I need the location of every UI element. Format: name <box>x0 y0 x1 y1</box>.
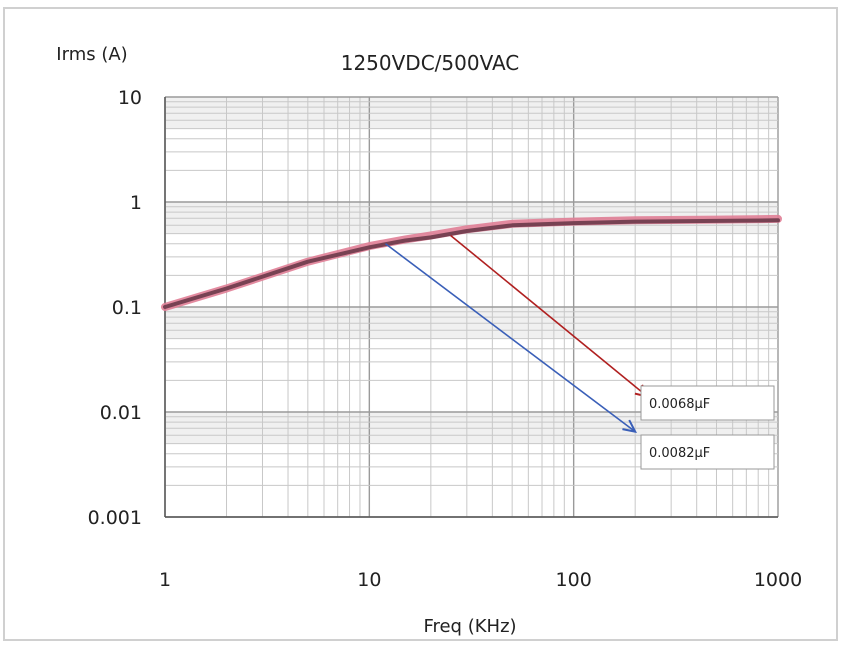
y-tick-label: 1 <box>130 192 142 214</box>
annotation-label: 0.0068μF <box>649 397 710 412</box>
y-tick-label: 0.1 <box>112 297 142 319</box>
x-tick-label: 10 <box>357 569 381 591</box>
y-axis-title: Irms (A) <box>56 44 127 65</box>
y-tick-label: 0.01 <box>100 402 142 424</box>
annotation-label: 0.0082μF <box>649 446 710 461</box>
x-tick-label: 100 <box>556 569 592 591</box>
x-axis-title: Freq (KHz) <box>423 616 516 637</box>
y-tick-label: 10 <box>118 87 142 109</box>
annotation-arrow-line <box>385 243 636 433</box>
chart-annotations: 0.0068μF 0.0082μF <box>385 234 775 470</box>
annotation-arrow-line <box>450 234 649 398</box>
x-tick-label: 1 <box>159 569 171 591</box>
x-tick-labels: 1 10 100 1000 <box>159 569 802 591</box>
chart-title: 1250VDC/500VAC <box>341 51 520 75</box>
y-tick-label: 0.001 <box>88 507 142 529</box>
annotation-arrow-head <box>622 419 638 434</box>
x-tick-label: 1000 <box>754 569 802 591</box>
series-line-2 <box>163 218 780 309</box>
chart-series <box>161 214 782 311</box>
annotation-box <box>640 434 775 470</box>
y-tick-labels: 10 1 0.1 0.01 0.001 <box>88 87 142 529</box>
annotation-box <box>640 385 775 421</box>
